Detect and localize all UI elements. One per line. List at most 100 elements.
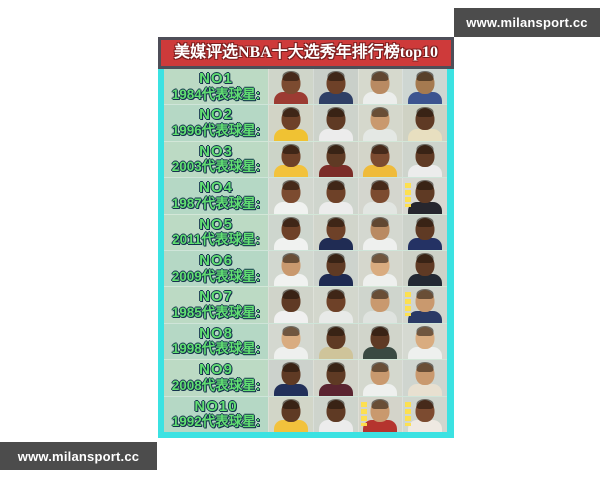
player-photo xyxy=(312,323,358,360)
player-photo xyxy=(357,178,403,214)
player-head xyxy=(415,398,435,422)
player-head xyxy=(415,325,435,349)
player-head xyxy=(326,216,346,240)
player-photo xyxy=(268,360,313,396)
player-photo xyxy=(312,287,358,323)
player-photo xyxy=(357,396,403,433)
player-photos xyxy=(268,360,447,396)
player-jersey xyxy=(363,310,398,323)
rank-number: NO10 xyxy=(194,397,238,415)
rank-label: NO2 1996代表球星: xyxy=(164,105,268,140)
player-head xyxy=(326,253,346,277)
watermark-text: www.milansport.cc xyxy=(466,15,588,30)
player-photo xyxy=(268,396,313,433)
player-photo xyxy=(402,214,447,251)
photo-watermark xyxy=(405,401,412,426)
rank-row: NO3 2003代表球星: xyxy=(164,140,447,178)
player-head xyxy=(281,180,301,204)
player-jersey xyxy=(318,128,353,141)
player-head xyxy=(281,398,301,422)
rank-year-label: 2009代表球星: xyxy=(171,268,261,284)
player-jersey xyxy=(318,165,353,178)
player-jersey xyxy=(408,347,443,360)
rank-number: NO2 xyxy=(199,106,233,124)
player-jersey xyxy=(273,238,308,251)
player-photo xyxy=(402,396,447,433)
rank-row: NO5 2011代表球星: xyxy=(164,213,447,251)
rank-row: NO4 1987代表球星: xyxy=(164,177,447,214)
player-jersey xyxy=(318,420,353,433)
photo-watermark xyxy=(360,401,367,426)
rank-row: NO8 1998代表球星: xyxy=(164,322,447,360)
rank-year-label: 2003代表球星: xyxy=(171,159,261,175)
player-jersey xyxy=(363,383,398,396)
rank-label: NO7 1985代表球星: xyxy=(164,287,268,322)
player-photo xyxy=(357,105,403,141)
player-head xyxy=(281,143,301,167)
player-photo xyxy=(268,69,313,105)
rank-year-label: 1998代表球星: xyxy=(171,341,261,357)
rank-label: NO3 2003代表球星: xyxy=(164,142,268,177)
player-jersey xyxy=(408,165,443,178)
player-photo xyxy=(357,141,403,178)
rank-number: NO7 xyxy=(199,288,233,306)
rank-row: NO1 1984代表球星: xyxy=(164,69,447,105)
rank-row: NO9 2008代表球星: xyxy=(164,359,447,396)
player-head xyxy=(415,216,435,240)
rank-year-label: 1987代表球星: xyxy=(171,195,261,211)
player-photo xyxy=(402,323,447,360)
rank-year-label: 1984代表球星: xyxy=(171,86,261,102)
rank-label: NO8 1998代表球星: xyxy=(164,324,268,359)
player-jersey xyxy=(318,92,353,105)
player-photo xyxy=(402,287,447,323)
player-jersey xyxy=(318,201,353,214)
rank-number: NO4 xyxy=(199,179,233,197)
player-photo xyxy=(402,69,447,105)
player-head xyxy=(281,216,301,240)
watermark-text: www.milansport.cc xyxy=(17,448,140,464)
player-jersey xyxy=(408,420,443,433)
player-photos xyxy=(268,214,447,251)
player-jersey xyxy=(273,274,308,287)
player-head xyxy=(281,289,301,313)
player-jersey xyxy=(273,347,308,360)
player-head xyxy=(281,71,301,94)
rank-row: NO6 2009代表球星: xyxy=(164,250,447,287)
player-jersey xyxy=(363,128,398,141)
player-photos xyxy=(268,178,447,214)
player-photo xyxy=(268,287,313,323)
player-jersey xyxy=(273,420,308,433)
rank-row: NO2 1996代表球星: xyxy=(164,104,447,141)
player-jersey xyxy=(408,201,443,214)
photo-watermark xyxy=(405,292,412,317)
player-photos xyxy=(268,396,447,433)
player-jersey xyxy=(363,274,398,287)
ranking-list: NO1 1984代表球星: NO2 1996代表球星: NO3 2003代表球星… xyxy=(158,69,454,438)
player-head xyxy=(326,143,346,167)
player-jersey xyxy=(363,347,398,360)
player-jersey xyxy=(408,274,443,287)
rank-year-label: 1996代表球星: xyxy=(171,122,261,138)
rank-label: NO6 2009代表球星: xyxy=(164,251,268,286)
player-photo xyxy=(312,360,358,396)
player-jersey xyxy=(273,383,308,396)
rank-year-label: 2008代表球星: xyxy=(171,377,261,393)
player-head xyxy=(326,180,346,204)
player-jersey xyxy=(273,128,308,141)
rank-number: NO9 xyxy=(199,361,233,379)
player-photo xyxy=(312,178,358,214)
player-photo xyxy=(357,360,403,396)
player-jersey xyxy=(318,347,353,360)
player-jersey xyxy=(363,165,398,178)
player-head xyxy=(281,325,301,349)
player-photo xyxy=(312,69,358,105)
player-head xyxy=(326,289,346,313)
rank-year-label: 1992代表球星: xyxy=(171,414,261,430)
player-head xyxy=(370,180,390,204)
player-photo xyxy=(268,141,313,178)
player-photo xyxy=(268,105,313,141)
player-photo xyxy=(357,214,403,251)
player-jersey xyxy=(318,238,353,251)
player-head xyxy=(370,216,390,240)
